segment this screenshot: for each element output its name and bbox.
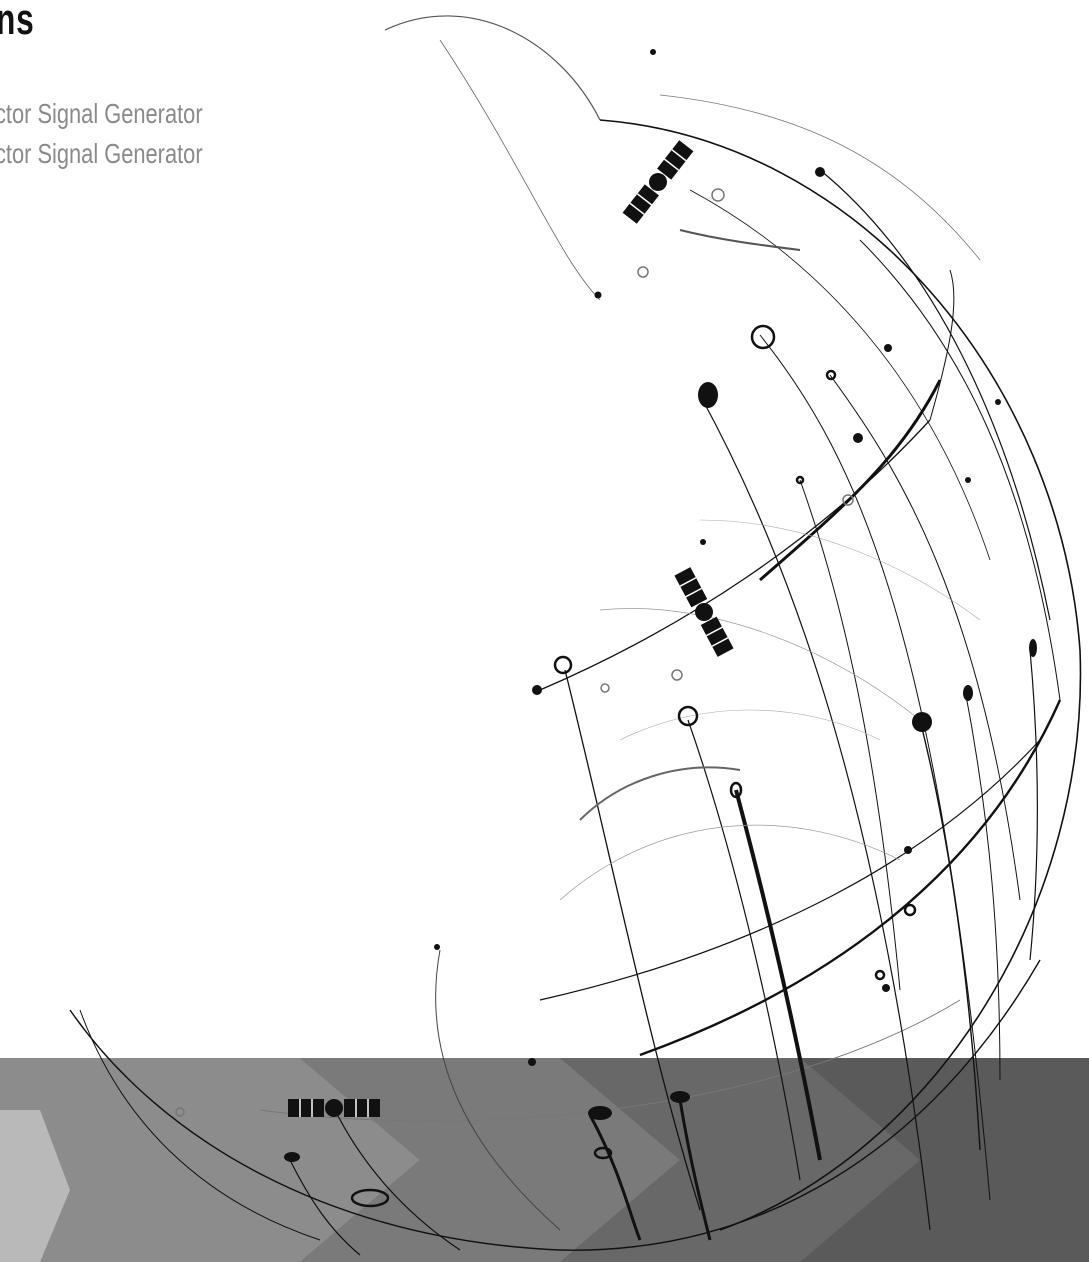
- satellite-icon: [288, 1099, 380, 1117]
- globe-lines: [69, 15, 1082, 1256]
- product-subtitle-2: ctor Signal Generator: [0, 138, 203, 169]
- satellite-icon: [622, 140, 694, 224]
- bottom-band: [0, 1058, 1089, 1262]
- globe-markers: [175, 49, 1037, 1208]
- satellite-icon: [674, 567, 734, 657]
- page-title: ns: [0, 0, 35, 44]
- product-subtitle-1: ctor Signal Generator: [0, 98, 203, 129]
